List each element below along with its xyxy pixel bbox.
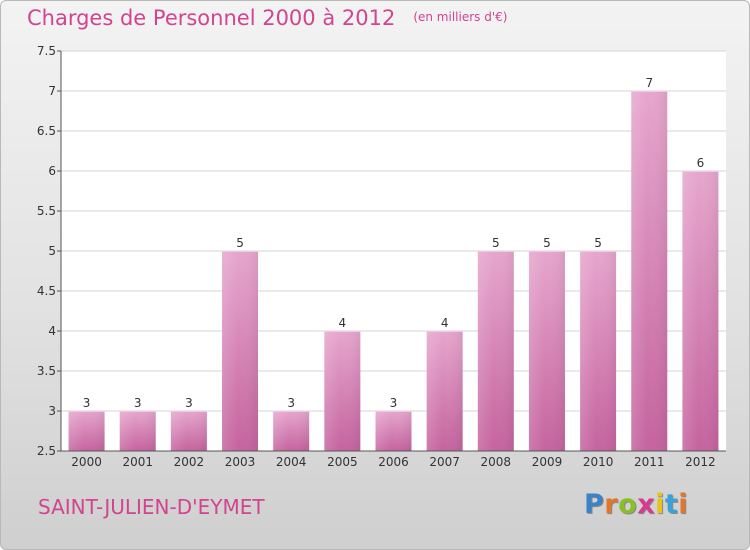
axes-group (60, 51, 726, 452)
value-label: 4 (441, 316, 449, 330)
y-tick-label: 3.5 (37, 364, 56, 378)
value-label: 5 (236, 236, 244, 250)
value-label: 3 (83, 396, 91, 410)
x-tick-labels: 2000 2001 2002 2003 2004 2005 2006 2007 2008 2009… (71, 455, 715, 469)
y-tick-label: 5.5 (37, 204, 56, 218)
bar-shine (324, 331, 361, 451)
logo-letter: o (618, 489, 638, 520)
bar-shine (528, 251, 565, 451)
x-tick-label: 2008 (481, 455, 512, 469)
value-label: 3 (287, 396, 295, 410)
value-label: 5 (543, 236, 551, 250)
value-label: 3 (390, 396, 398, 410)
x-tick-label: 2009 (532, 455, 563, 469)
logo-letter: t (664, 489, 679, 520)
y-tick-labels: 2.5 3 3.5 4 4.5 5 5.5 6 6.5 7 7.5 (37, 44, 56, 458)
x-tick-label: 2006 (378, 455, 409, 469)
bar-shine (119, 411, 156, 451)
x-tick-label: 2003 (225, 455, 256, 469)
bar-shine (375, 411, 412, 451)
value-label: 3 (134, 396, 142, 410)
bar-shine (477, 251, 514, 451)
bar-shine (426, 331, 463, 451)
logo-letter: x (637, 489, 656, 520)
y-tick-label: 6.5 (37, 124, 56, 138)
value-label: 5 (492, 236, 500, 250)
bar-shine (580, 251, 617, 451)
value-label: 5 (594, 236, 602, 250)
y-tick-label: 5 (48, 244, 56, 258)
bars-group (68, 91, 719, 451)
commune-name: SAINT-JULIEN-D'EYMET (38, 495, 265, 519)
x-tick-label: 2004 (276, 455, 307, 469)
logo-letter: i (678, 489, 689, 520)
bar-shine (222, 251, 259, 451)
y-tick-label: 4.5 (37, 284, 56, 298)
x-tick-label: 2005 (327, 455, 358, 469)
value-labels: 3 3 3 5 3 4 3 4 5 5 5 7 6 (83, 76, 704, 410)
chart-subtitle: (en milliers d'€) (413, 10, 508, 24)
proxiti-logo: Proxiti (584, 489, 688, 520)
value-label: 3 (185, 396, 193, 410)
value-label: 4 (339, 316, 347, 330)
x-tick-label: 2001 (122, 455, 153, 469)
bar-shine (170, 411, 207, 451)
bar-shine (682, 171, 719, 451)
logo-letter: P (584, 489, 605, 520)
y-tick-label: 6 (48, 164, 56, 178)
x-tick-label: 2010 (583, 455, 614, 469)
bar-shine (68, 411, 105, 451)
logo-letter: i (655, 489, 665, 520)
y-tick-label: 7 (48, 84, 56, 98)
x-tick-label: 2002 (174, 455, 205, 469)
value-label: 6 (697, 156, 705, 170)
chart-title: Charges de Personnel 2000 à 2012 (en mill… (27, 6, 507, 30)
y-tick-label: 7.5 (37, 44, 56, 58)
chart-title-text: Charges de Personnel 2000 à 2012 (27, 6, 396, 30)
value-label: 7 (645, 76, 653, 90)
y-tick-label: 2.5 (37, 444, 56, 458)
bar-shine (273, 411, 310, 451)
x-tick-label: 2012 (685, 455, 716, 469)
x-tick-label: 2011 (634, 455, 665, 469)
y-tick-label: 4 (48, 324, 56, 338)
x-tick-label: 2000 (71, 455, 102, 469)
logo-letter: r (604, 489, 619, 520)
x-tick-label: 2007 (429, 455, 460, 469)
y-tick-label: 3 (48, 404, 56, 418)
bar-shine (631, 91, 668, 451)
